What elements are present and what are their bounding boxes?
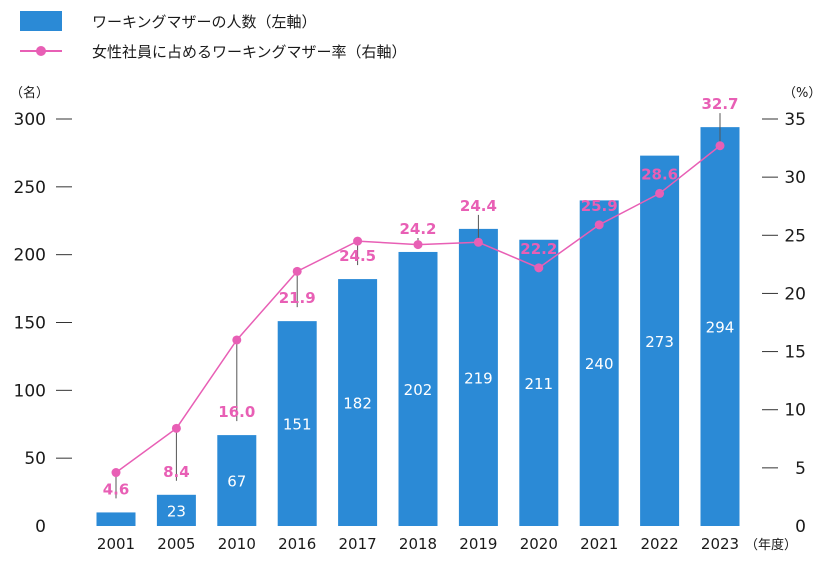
right-tick-label: 20 [784,284,806,304]
bar [338,279,378,526]
x-tick-label: 2018 [399,535,437,553]
line-point [534,263,544,273]
right-tick-label: 35 [784,110,806,130]
x-tick-label: 2019 [459,535,497,553]
legend-item-bars: ワーキングマザーの人数（左軸） [20,6,407,36]
right-tick-label: 5 [795,459,806,479]
x-tick-label: 2016 [278,535,316,553]
x-axis-unit: （年度） [745,537,797,553]
bar-label: 67 [227,473,246,491]
bar-label: 211 [524,375,553,393]
line-label: 21.9 [279,289,316,307]
bar [640,155,680,526]
right-tick-label: 0 [795,517,806,537]
left-tick-label: 300 [14,110,46,130]
line-point [232,335,242,345]
line-label: 22.2 [520,240,557,258]
bar [700,127,740,526]
line-label: 24.5 [339,247,376,265]
bar-label: 273 [645,333,674,351]
bar-label: 182 [343,395,372,413]
line-label: 28.6 [641,165,678,183]
legend-bar-swatch [20,11,62,31]
left-tick-label: 250 [14,178,46,198]
left-tick-label: 0 [35,517,46,537]
line-point [715,141,725,151]
line-point [353,236,363,246]
left-tick-label: 200 [14,246,46,266]
bar [579,200,619,526]
line-label: 8.4 [163,463,190,481]
line-point [171,423,181,433]
left-axis-unit: （名） [10,85,49,101]
right-tick-label: 30 [784,168,806,188]
left-tick-label: 100 [14,381,46,401]
x-tick-label: 2023 [701,535,739,553]
bar-label: 240 [585,355,614,373]
bar [398,251,438,526]
x-tick-label: 2005 [157,535,195,553]
right-tick-label: 15 [784,343,806,363]
line-point [413,240,423,250]
line-label: 24.2 [399,220,436,238]
legend-line-swatch [20,41,62,61]
right-axis-unit: （%） [783,86,821,101]
line-point [292,266,302,276]
line-point [111,468,121,478]
bar-label: 151 [283,416,312,434]
x-tick-label: 2021 [580,535,618,553]
bar [96,512,136,526]
bar [156,494,196,526]
line-point [655,188,665,198]
line-point [473,237,483,247]
legend-bar-label: ワーキングマザーの人数（左軸） [92,12,317,31]
line-label: 32.7 [701,95,738,113]
x-tick-label: 2001 [97,535,135,553]
x-tick-label: 2022 [641,535,679,553]
line-label: 4.6 [103,480,130,498]
bar-label: 294 [706,319,735,337]
line-label: 16.0 [218,403,255,421]
bar-label: 219 [464,369,493,387]
left-tick-label: 150 [14,314,46,334]
line-point [594,220,604,230]
bar [458,228,498,526]
legend-line-label: 女性社員に占めるワーキングマザー率（右軸） [92,42,407,61]
x-tick-label: 2017 [339,535,377,553]
legend-item-line: 女性社員に占めるワーキングマザー率（右軸） [20,36,407,66]
x-tick-label: 2010 [218,535,256,553]
bar-label: 202 [404,381,433,399]
legend: ワーキングマザーの人数（左軸） 女性社員に占めるワーキングマザー率（右軸） [20,6,407,66]
bar [277,321,317,526]
x-tick-label: 2020 [520,535,558,553]
right-tick-label: 10 [784,401,806,421]
line-label: 25.9 [581,197,618,215]
bar-label: 23 [167,502,186,520]
line-label: 24.4 [460,197,497,215]
bar [519,239,559,526]
bar [217,435,257,526]
left-tick-label: 50 [24,449,46,469]
right-tick-label: 25 [784,226,806,246]
bar-label: 10 [106,510,125,528]
